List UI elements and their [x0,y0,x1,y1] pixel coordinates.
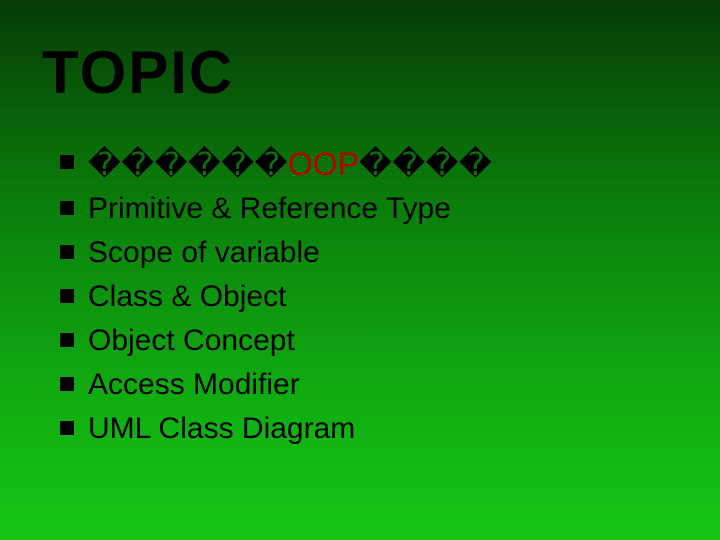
bullet-icon [60,155,74,169]
list-item: Scope of variable [60,235,492,271]
list-item-text: Class & Object [88,279,286,315]
list-item: Access Modifier [60,367,492,403]
list-item: Class & Object [60,279,492,315]
list-item-text: Access Modifier [88,367,300,403]
topic-list: ������OOP���� Primitive & Reference Type… [60,145,492,455]
slide-title: TOPIC [42,38,234,107]
placeholder-boxes: ���� [359,146,492,182]
placeholder-boxes: ������ [88,146,288,182]
bullet-icon [60,333,74,347]
bullet-icon [60,421,74,435]
bullet-icon [60,245,74,259]
list-item: Object Concept [60,323,492,359]
oop-highlight: OOP [288,146,359,182]
list-item-text: Primitive & Reference Type [88,191,451,227]
list-item-text: ������OOP���� [88,145,492,183]
slide: TOPIC ������OOP���� Primitive & Referenc… [0,0,720,540]
bullet-icon [60,201,74,215]
list-item: ������OOP���� [60,145,492,183]
bullet-icon [60,377,74,391]
bullet-icon [60,289,74,303]
list-item-text: Object Concept [88,323,295,359]
list-item: UML Class Diagram [60,411,492,447]
list-item-text: UML Class Diagram [88,411,355,447]
list-item-text: Scope of variable [88,235,320,271]
list-item: Primitive & Reference Type [60,191,492,227]
